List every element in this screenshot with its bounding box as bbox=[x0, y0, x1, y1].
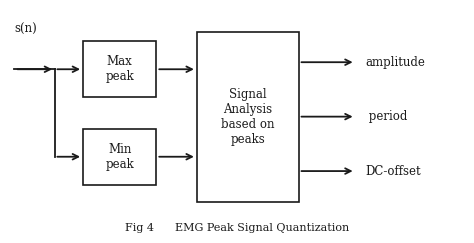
Text: period: period bbox=[365, 110, 407, 123]
FancyBboxPatch shape bbox=[83, 129, 156, 185]
Text: amplitude: amplitude bbox=[365, 56, 425, 69]
Text: DC-offset: DC-offset bbox=[365, 165, 420, 178]
FancyBboxPatch shape bbox=[197, 32, 299, 202]
Text: Signal
Analysis
based on
peaks: Signal Analysis based on peaks bbox=[221, 88, 274, 146]
Text: Max
peak: Max peak bbox=[105, 55, 134, 83]
Text: Min
peak: Min peak bbox=[105, 143, 134, 171]
Text: Fig 4      EMG Peak Signal Quantization: Fig 4 EMG Peak Signal Quantization bbox=[125, 223, 349, 233]
Text: s(n): s(n) bbox=[14, 23, 37, 36]
FancyBboxPatch shape bbox=[83, 41, 156, 97]
